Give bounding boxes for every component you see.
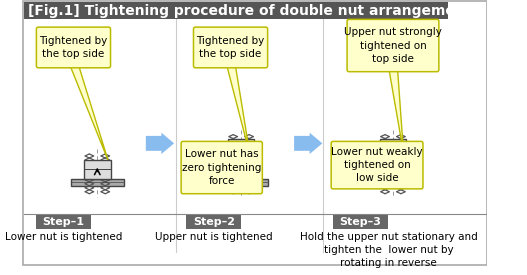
Bar xyxy=(366,179,419,186)
Bar xyxy=(84,160,111,179)
Bar xyxy=(228,139,255,158)
Polygon shape xyxy=(226,63,250,155)
Polygon shape xyxy=(388,67,404,153)
Text: [Fig.1] Tightening procedure of double nut arrangement: [Fig.1] Tightening procedure of double n… xyxy=(27,4,471,18)
Bar xyxy=(71,179,124,186)
Bar xyxy=(228,160,255,179)
Bar xyxy=(380,139,406,158)
Text: Upper nut is tightened: Upper nut is tightened xyxy=(155,232,272,243)
Text: Step–1: Step–1 xyxy=(43,217,85,227)
Text: Hold the upper nut stationary and
tighten the  lower nut by
rotating in reverse: Hold the upper nut stationary and tighte… xyxy=(300,232,477,268)
FancyBboxPatch shape xyxy=(36,27,111,68)
Bar xyxy=(380,160,406,179)
Bar xyxy=(24,2,447,19)
Polygon shape xyxy=(217,146,237,179)
Text: Step–3: Step–3 xyxy=(339,217,381,227)
Text: Lower nut has
zero tightening
force: Lower nut has zero tightening force xyxy=(182,149,261,186)
Polygon shape xyxy=(69,63,108,160)
Bar xyxy=(36,215,91,229)
Bar xyxy=(214,179,268,186)
Text: Lower nut weakly
tightened on
low side: Lower nut weakly tightened on low side xyxy=(331,147,423,183)
Bar xyxy=(333,215,388,229)
Text: Tightened by
the top side: Tightened by the top side xyxy=(197,36,265,59)
FancyBboxPatch shape xyxy=(193,27,268,68)
FancyBboxPatch shape xyxy=(181,141,262,194)
Text: Lower nut is tightened: Lower nut is tightened xyxy=(5,232,122,243)
Text: Tightened by
the top side: Tightened by the top side xyxy=(40,36,108,59)
Polygon shape xyxy=(146,133,174,154)
Bar xyxy=(187,215,241,229)
Polygon shape xyxy=(294,133,323,154)
Text: Upper nut strongly
tightened on
top side: Upper nut strongly tightened on top side xyxy=(344,27,442,64)
Polygon shape xyxy=(373,146,386,179)
FancyBboxPatch shape xyxy=(331,141,423,189)
Text: Step–2: Step–2 xyxy=(193,217,235,227)
FancyBboxPatch shape xyxy=(347,19,439,72)
